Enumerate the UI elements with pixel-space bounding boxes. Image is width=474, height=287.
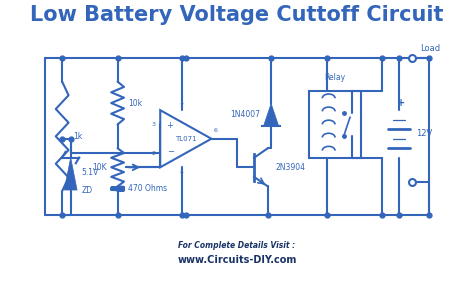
Text: 6: 6 (214, 128, 218, 133)
Text: TL071: TL071 (175, 136, 197, 142)
Text: Load: Load (420, 44, 440, 53)
Text: For Complete Details Visit :: For Complete Details Visit : (178, 241, 296, 250)
Text: ZD: ZD (82, 185, 92, 195)
Text: 4: 4 (180, 170, 183, 175)
Text: 1N4007: 1N4007 (230, 110, 260, 119)
Polygon shape (160, 110, 211, 167)
Text: 3: 3 (152, 122, 156, 127)
Text: −: − (167, 147, 173, 156)
Bar (310, 91, 361, 158)
Text: 12V: 12V (416, 129, 432, 139)
Text: www.Circuits-DIY.com: www.Circuits-DIY.com (177, 255, 297, 265)
Text: 5.1V: 5.1V (82, 168, 99, 177)
Text: Low Battery Voltage Cuttoff Circuit: Low Battery Voltage Cuttoff Circuit (30, 5, 444, 25)
Text: 470 Ohms: 470 Ohms (128, 184, 167, 193)
Text: 10K: 10K (92, 163, 107, 172)
Text: 2: 2 (152, 150, 156, 156)
Text: 10k: 10k (128, 98, 142, 108)
Text: Relay: Relay (325, 73, 346, 82)
Text: +: + (167, 121, 173, 130)
Polygon shape (64, 158, 77, 190)
Text: +: + (397, 98, 405, 108)
Text: 7: 7 (180, 103, 183, 108)
Text: 1k: 1k (73, 132, 82, 141)
Text: 2N3904: 2N3904 (275, 163, 305, 172)
Polygon shape (264, 104, 279, 126)
